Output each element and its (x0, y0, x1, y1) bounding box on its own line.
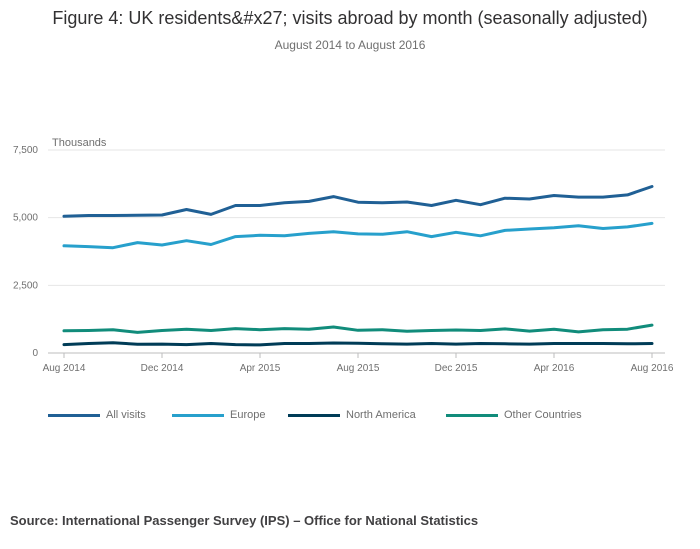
series-line-all-visits (62, 185, 654, 218)
legend-item[interactable]: Europe (172, 409, 288, 421)
y-axis-label: Thousands (52, 137, 107, 149)
source-note: Source: International Passenger Survey (… (10, 513, 479, 528)
x-tick-label: Apr 2015 (240, 363, 281, 374)
x-tick-label: Dec 2015 (435, 363, 478, 374)
chart-title: Figure 4: UK residents&#x27; visits abro… (52, 8, 648, 28)
legend-swatch (288, 413, 340, 417)
x-tick-label: Apr 2016 (534, 363, 575, 374)
y-tick-label: 5,000 (13, 213, 38, 224)
chart-legend: All visits Europe North America Other Count… (48, 409, 596, 421)
series-line-europe (62, 221, 654, 250)
legend-label: Other Countries (504, 409, 582, 421)
y-tick-label: 2,500 (13, 280, 38, 291)
legend-swatch (172, 413, 224, 417)
legend-label: All visits (106, 409, 146, 421)
x-tick-label: Aug 2014 (43, 363, 86, 374)
series-line-other-countries (62, 323, 654, 334)
series-line-north-america (62, 341, 654, 347)
y-tick-label: 0 (32, 348, 38, 359)
legend-swatch (446, 413, 498, 417)
legend-label: Europe (230, 409, 266, 421)
y-tick-label: 7,500 (13, 145, 38, 156)
legend-item[interactable]: All visits (48, 409, 172, 421)
x-tick-label: Aug 2015 (337, 363, 380, 374)
legend-label: North America (346, 409, 416, 421)
legend-item[interactable]: North America (288, 409, 446, 421)
legend-item[interactable]: Other Countries (446, 409, 596, 421)
legend-swatch (48, 413, 100, 417)
chart-subtitle: August 2014 to August 2016 (274, 38, 426, 52)
x-tick-label: Aug 2016 (631, 363, 674, 374)
x-tick-label: Dec 2014 (141, 363, 184, 374)
